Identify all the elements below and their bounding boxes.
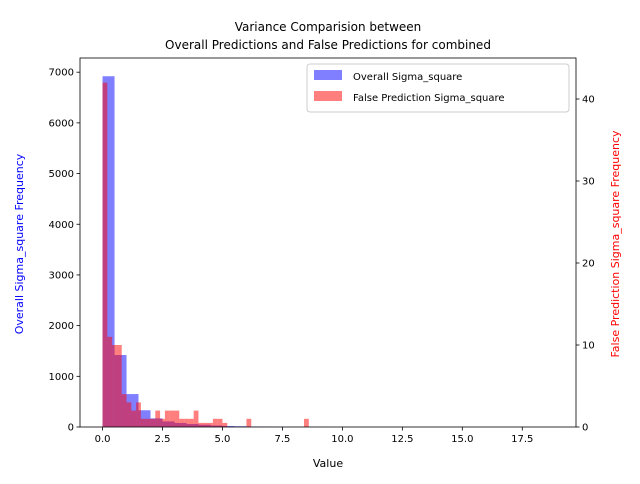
histogram-bar-false-prediction-26 [246, 419, 251, 427]
y-left-tick-label: 0 [68, 423, 74, 434]
y-right-tick-label: 30 [582, 177, 595, 188]
legend-swatch-overall [314, 70, 342, 80]
y-left-tick-label: 6000 [49, 118, 74, 129]
y-left-tick-label: 4000 [49, 220, 74, 231]
histogram-bar-false-prediction-0 [103, 83, 108, 427]
histogram-bar-false-prediction-11 [155, 411, 160, 427]
x-tick-label: 7.5 [274, 434, 290, 445]
legend-swatch-false-prediction [314, 91, 342, 101]
x-tick-label: 10.0 [331, 434, 353, 445]
histogram-bar-false-prediction-19 [194, 411, 199, 427]
histogram-bar-false-prediction-7 [136, 402, 141, 427]
histogram-bar-false-prediction-15 [174, 411, 179, 427]
histogram-bar-false-prediction-13 [165, 411, 170, 427]
x-tick-label: 15.0 [451, 434, 473, 445]
histogram-bar-false-prediction-20 [198, 423, 203, 427]
histogram-bar-false-prediction-18 [189, 419, 194, 427]
histogram-bar-false-prediction-8 [141, 419, 146, 427]
legend-label-overall: Overall Sigma_square [353, 72, 462, 83]
histogram-bar-false-prediction-9 [146, 419, 151, 427]
histogram-bar-false-prediction-6 [131, 411, 136, 427]
y-left-tick-label: 2000 [49, 321, 74, 332]
histogram-bar-false-prediction-27 [304, 419, 309, 427]
x-axis-label: Value [313, 457, 343, 470]
histogram-bar-false-prediction-2 [112, 345, 117, 427]
y-left-tick-label: 5000 [49, 169, 74, 180]
histogram-bar-false-prediction-22 [208, 423, 213, 427]
x-tick-label: 5.0 [215, 434, 231, 445]
legend: Overall Sigma_square False Prediction Si… [307, 64, 569, 112]
y-right-tick-label: 40 [582, 95, 595, 106]
histogram-bar-false-prediction-21 [203, 423, 208, 427]
x-tick-label: 0.0 [95, 434, 111, 445]
histogram-bar-false-prediction-4 [122, 394, 127, 427]
histogram-bar-false-prediction-10 [151, 419, 156, 427]
histogram-bar-false-prediction-25 [222, 423, 227, 427]
histogram-bar-false-prediction-5 [127, 402, 132, 427]
x-tick-label: 12.5 [391, 434, 413, 445]
histogram-bar-false-prediction-24 [218, 419, 223, 427]
histogram-bar-false-prediction-23 [213, 419, 218, 427]
histogram-bar-false-prediction-1 [107, 337, 112, 427]
chart-title-line-1: Variance Comparision between [235, 20, 422, 34]
y-left-tick-label: 1000 [49, 372, 74, 383]
y-left-tick-label: 3000 [49, 270, 74, 281]
y-axis-left-label: Overall Sigma_square Frequency [13, 153, 26, 334]
y-left-tick-label: 7000 [49, 68, 74, 79]
histogram-bar-false-prediction-3 [117, 345, 122, 427]
histogram-bar-false-prediction-17 [184, 419, 189, 427]
chart-title-line-2: Overall Predictions and False Prediction… [165, 38, 491, 52]
histogram-bar-false-prediction-14 [170, 411, 175, 427]
y-right-tick-label: 20 [582, 259, 595, 270]
y-right-tick-label: 10 [582, 341, 595, 352]
x-tick-label: 2.5 [155, 434, 171, 445]
y-right-tick-label: 0 [582, 423, 588, 434]
histogram-bar-false-prediction-12 [160, 419, 165, 427]
y-axis-right-label: False Prediction Sigma_square Frequency [609, 130, 622, 358]
histogram-bar-false-prediction-16 [179, 419, 184, 427]
legend-label-false-prediction: False Prediction Sigma_square [353, 93, 505, 104]
x-tick-label: 17.5 [511, 434, 533, 445]
